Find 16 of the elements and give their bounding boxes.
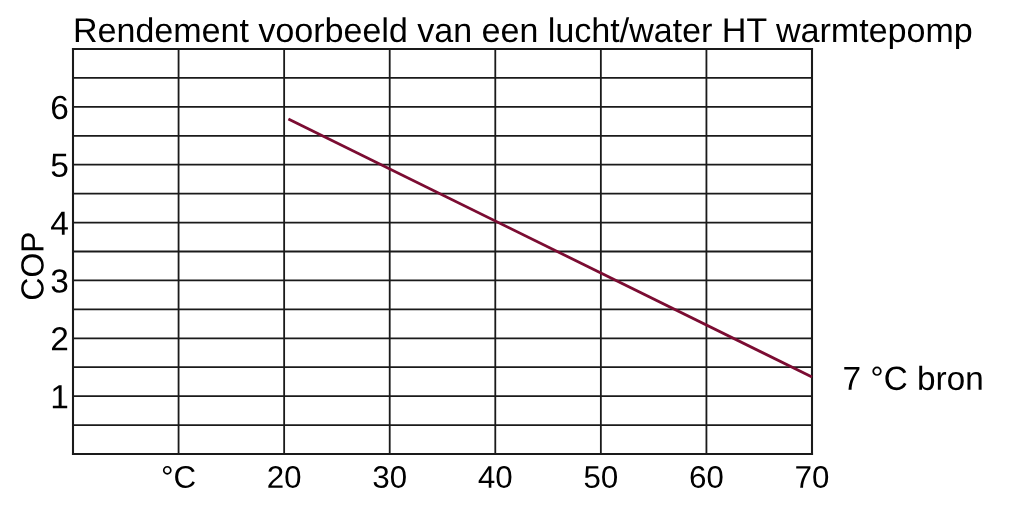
y-tick-label: 2 — [51, 327, 68, 351]
y-tick-label: 6 — [51, 95, 68, 120]
y-axis-title: COP — [21, 233, 44, 300]
y-tick-label: 1 — [52, 385, 68, 409]
x-tick-label: 60 — [690, 465, 723, 489]
chart-title: Rendement voorbeeld van een lucht/water HT warmtepomp — [75, 17, 972, 49]
x-tick-label: 30 — [373, 465, 406, 489]
x-tick-label: 20 — [268, 465, 301, 489]
y-tick-label: 3 — [51, 269, 68, 293]
x-tick-label: 50 — [584, 465, 618, 489]
x-tick-label: 40 — [478, 465, 512, 489]
y-tick-label: 4 — [51, 211, 68, 235]
x-tick-label: °C — [162, 465, 195, 489]
x-tick-label: 70 — [796, 465, 829, 489]
y-tick-label: 5 — [51, 153, 68, 178]
series-label: 7 °C bron — [844, 365, 982, 391]
